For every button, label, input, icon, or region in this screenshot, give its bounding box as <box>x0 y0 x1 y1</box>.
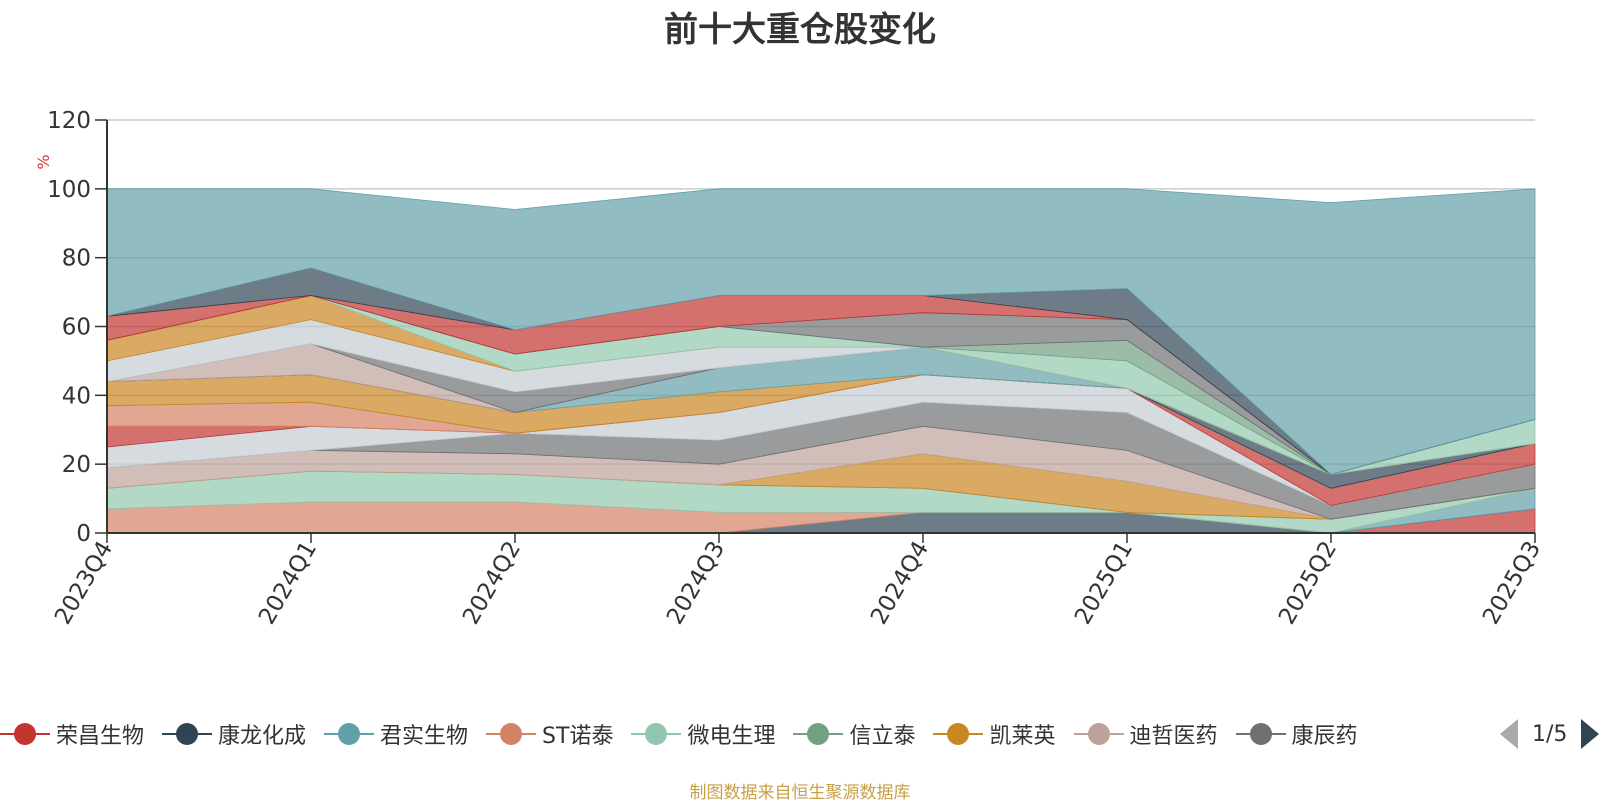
legend-marker-icon <box>933 721 984 747</box>
legend-item[interactable]: 凯莱英 <box>933 716 1056 752</box>
legend-item[interactable]: 迪哲医药 <box>1073 716 1218 752</box>
x-tick-label: 2024Q4 <box>866 537 934 629</box>
legend-item[interactable]: 荣昌生物 <box>0 716 144 752</box>
legend-marker-icon <box>1073 721 1124 747</box>
legend: 荣昌生物 康龙化成 君实生物 ST诺泰 微电生理 信立泰 凯莱英 迪哲医药 康辰药 <box>0 716 1480 752</box>
legend-marker-icon <box>486 721 537 747</box>
y-tick-label: 120 <box>47 108 91 134</box>
legend-next-page-icon[interactable] <box>1581 719 1600 749</box>
legend-label: 凯莱英 <box>989 724 1056 749</box>
legend-item[interactable]: ST诺泰 <box>486 716 613 752</box>
source-note: 制图数据来自恒生聚源数据库 <box>689 783 911 803</box>
y-tick-label: 0 <box>76 521 91 547</box>
x-tick-label: 2025Q3 <box>1478 537 1546 629</box>
legend-pager: 1/5 <box>1500 716 1600 752</box>
legend-prev-page-icon[interactable] <box>1500 719 1518 749</box>
area-layer <box>106 188 1536 534</box>
legend-marker-icon <box>162 721 213 747</box>
legend-item[interactable]: 信立泰 <box>793 716 915 752</box>
area-series-25 <box>106 188 1536 475</box>
y-tick-label: 100 <box>47 177 91 203</box>
chart-title: 前十大重仓股变化 <box>664 10 936 50</box>
legend-label: 微电生理 <box>687 724 776 749</box>
legend-label: ST诺泰 <box>542 724 614 749</box>
legend-marker-icon <box>1235 721 1286 747</box>
y-tick-label: 20 <box>62 452 91 478</box>
legend-label: 荣昌生物 <box>56 724 145 749</box>
x-tick-label: 2023Q4 <box>50 537 118 629</box>
legend-label: 康龙化成 <box>218 724 307 749</box>
legend-marker-icon <box>324 721 375 747</box>
x-tick-label: 2024Q1 <box>254 537 322 629</box>
x-tick-label: 2024Q2 <box>458 537 526 629</box>
legend-marker-icon <box>793 721 844 747</box>
legend-marker-icon <box>631 721 682 747</box>
legend-label: 君实生物 <box>380 724 469 749</box>
legend-item[interactable]: 微电生理 <box>631 716 775 752</box>
y-tick-label: 80 <box>62 246 91 272</box>
x-tick-label: 2025Q1 <box>1070 537 1138 629</box>
y-tick-label: 40 <box>62 383 91 409</box>
legend-label: 康辰药 <box>1291 724 1358 749</box>
y-axis-label: % <box>34 154 53 169</box>
legend-label: 信立泰 <box>849 724 916 749</box>
y-tick-label: 60 <box>62 315 91 341</box>
x-tick-label: 2025Q2 <box>1274 537 1342 629</box>
legend-label: 迪哲医药 <box>1129 724 1218 749</box>
legend-page-indicator: 1/5 <box>1532 721 1568 747</box>
legend-marker-icon <box>0 721 50 747</box>
x-tick-label: 2024Q3 <box>662 537 730 629</box>
legend-item[interactable]: 康辰药 <box>1235 716 1358 752</box>
legend-item[interactable]: 康龙化成 <box>162 716 306 752</box>
legend-item[interactable]: 君实生物 <box>324 716 468 752</box>
